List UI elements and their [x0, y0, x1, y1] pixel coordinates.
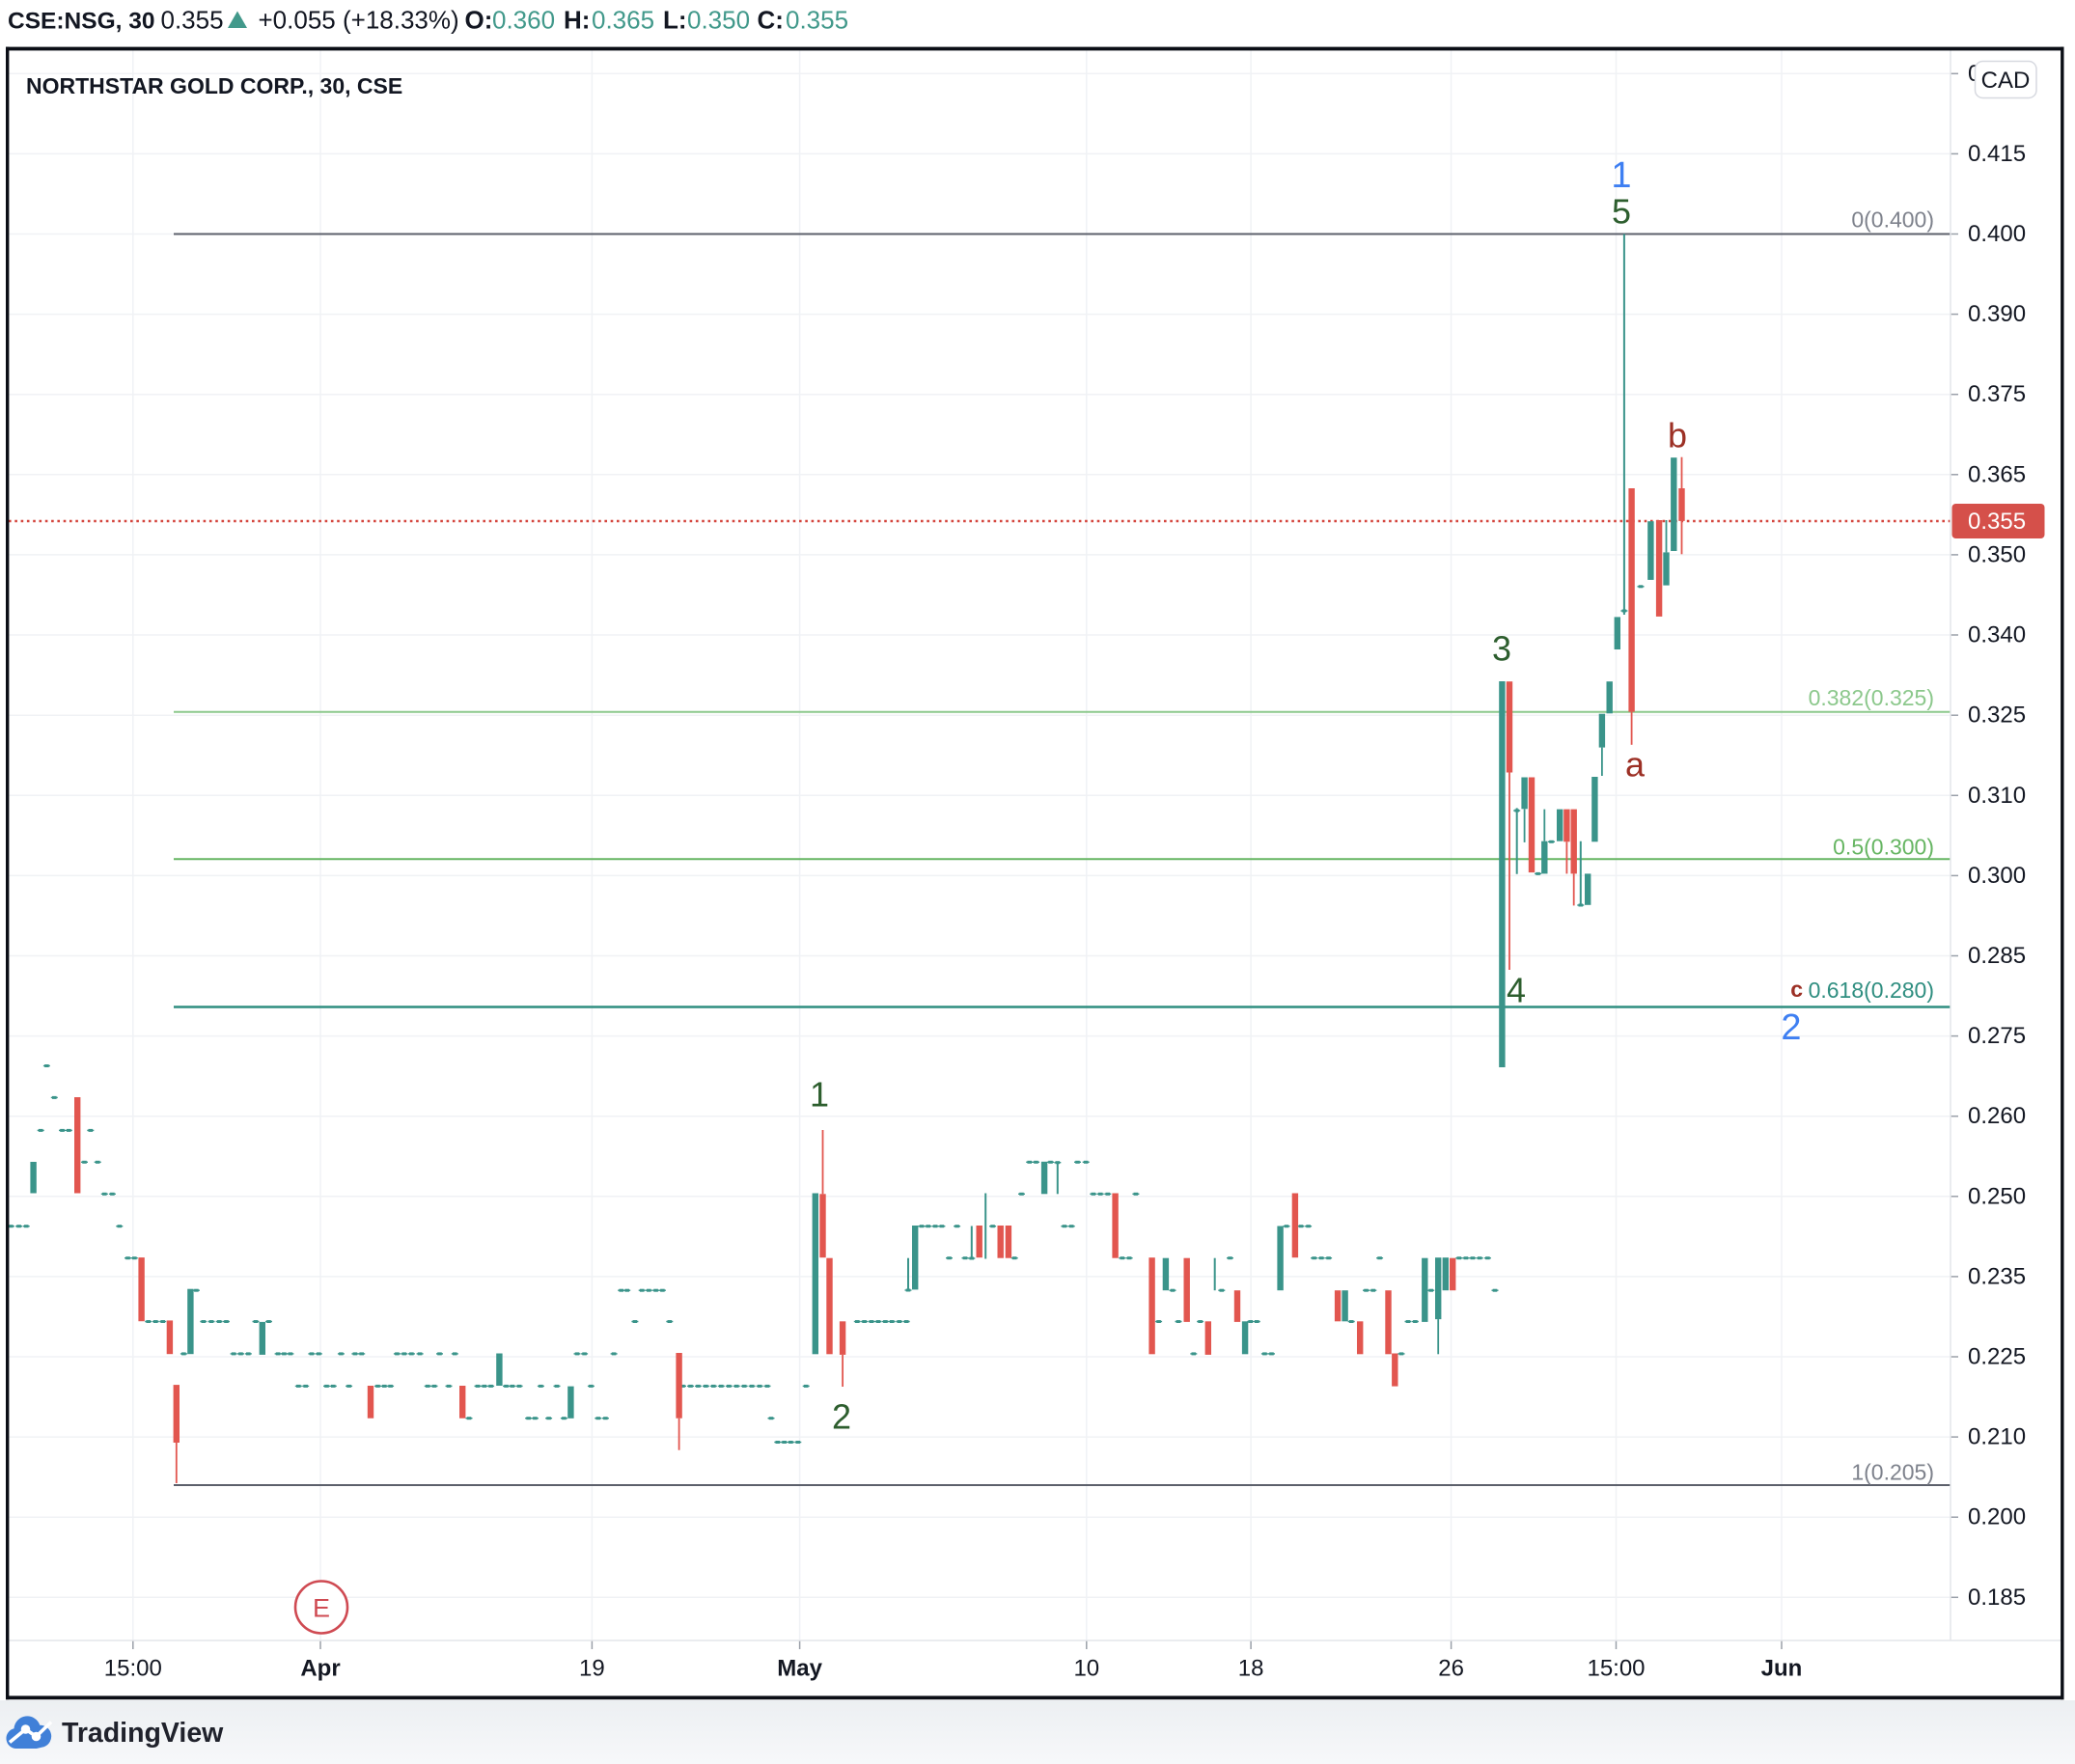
svg-text:0.325: 0.325	[1968, 703, 2026, 729]
svg-text:NORTHSTAR GOLD CORP., 30, CSE: NORTHSTAR GOLD CORP., 30, CSE	[26, 73, 402, 98]
svg-text:0.390: 0.390	[1968, 301, 2026, 327]
svg-text:18: 18	[1238, 1656, 1264, 1682]
svg-text:0.210: 0.210	[1968, 1424, 2026, 1450]
svg-text:0.260: 0.260	[1968, 1103, 2026, 1129]
svg-text:c: c	[1790, 977, 1803, 1002]
svg-text:0.5(0.300): 0.5(0.300)	[1833, 835, 1934, 860]
svg-text:26: 26	[1438, 1656, 1464, 1682]
svg-text:0.250: 0.250	[1968, 1183, 2026, 1209]
svg-text:15:00: 15:00	[1587, 1656, 1645, 1682]
svg-text:19: 19	[579, 1656, 605, 1682]
svg-text:0.275: 0.275	[1968, 1023, 2026, 1049]
svg-text:Apr: Apr	[300, 1656, 340, 1682]
svg-text:1: 1	[1611, 155, 1631, 196]
svg-text:0(0.400): 0(0.400)	[1851, 207, 1934, 232]
svg-text:0.300: 0.300	[1968, 863, 2026, 889]
svg-text:O:: O:	[465, 6, 493, 35]
svg-text:2: 2	[1781, 1007, 1801, 1048]
svg-text:0.400: 0.400	[1968, 221, 2026, 247]
svg-text:+0.055 (+18.33%): +0.055 (+18.33%)	[259, 6, 459, 35]
svg-text:0.618(0.280): 0.618(0.280)	[1809, 978, 1934, 1003]
svg-text:0.185: 0.185	[1968, 1585, 2026, 1611]
svg-text:10: 10	[1073, 1656, 1099, 1682]
svg-text:0.350: 0.350	[1968, 541, 2026, 567]
svg-text:CAD: CAD	[1981, 68, 2031, 94]
svg-text:0.365: 0.365	[1968, 461, 2026, 487]
svg-text:1: 1	[810, 1075, 829, 1115]
svg-text:0.285: 0.285	[1968, 943, 2026, 969]
svg-text:0.350: 0.350	[687, 6, 750, 35]
svg-text:b: b	[1668, 416, 1687, 455]
svg-text:0.225: 0.225	[1968, 1344, 2026, 1370]
svg-text:C:: C:	[758, 6, 784, 35]
svg-text:a: a	[1625, 745, 1646, 785]
svg-text:0.310: 0.310	[1968, 783, 2026, 809]
svg-text:0.235: 0.235	[1968, 1263, 2026, 1289]
svg-text:0.355: 0.355	[161, 6, 224, 35]
svg-text:4: 4	[1507, 971, 1526, 1010]
svg-text:0.382(0.325): 0.382(0.325)	[1809, 685, 1934, 710]
svg-text:H:: H:	[564, 6, 590, 35]
svg-text:0.340: 0.340	[1968, 622, 2026, 648]
svg-text:3: 3	[1492, 629, 1511, 669]
svg-text:2: 2	[832, 1397, 851, 1437]
svg-text:E: E	[313, 1594, 330, 1623]
svg-text:0.360: 0.360	[492, 6, 555, 35]
svg-text:0.355: 0.355	[786, 6, 848, 35]
svg-text:TradingView: TradingView	[62, 1718, 224, 1749]
svg-text:L:: L:	[663, 6, 687, 35]
svg-text:5: 5	[1612, 192, 1631, 232]
svg-text:Jun: Jun	[1761, 1656, 1803, 1682]
svg-text:0.375: 0.375	[1968, 381, 2026, 407]
svg-text:CSE:NSG, 30: CSE:NSG, 30	[8, 9, 155, 35]
svg-text:0.415: 0.415	[1968, 141, 2026, 167]
svg-text:0.355: 0.355	[1968, 509, 2026, 535]
svg-text:0.365: 0.365	[592, 6, 654, 35]
svg-text:May: May	[777, 1656, 822, 1682]
svg-text:0.200: 0.200	[1968, 1504, 2026, 1530]
svg-text:1(0.205): 1(0.205)	[1851, 1459, 1934, 1484]
svg-text:15:00: 15:00	[104, 1656, 162, 1682]
